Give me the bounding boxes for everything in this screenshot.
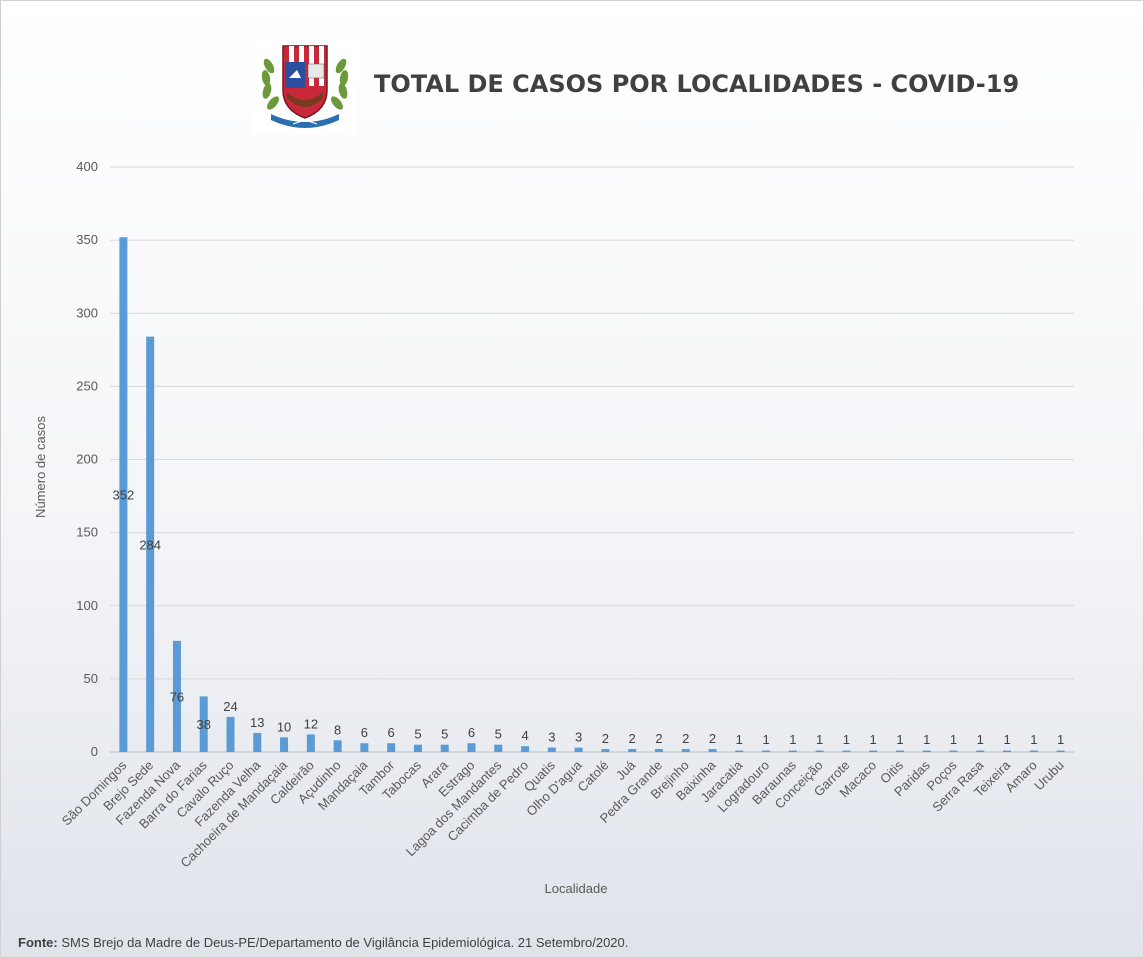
data-label: 1 [870,732,877,747]
bar [146,336,155,752]
data-label: 1 [896,732,903,747]
y-axis-ticks: 0 50 100 150 200 250 300 350 400 [76,159,98,759]
data-label: 1 [1003,732,1010,747]
data-label: 1 [1057,732,1064,747]
data-label: 2 [682,731,689,746]
data-label: 2 [629,731,636,746]
bar [681,749,690,752]
bar [574,747,583,752]
source-label: Fonte: [18,935,58,950]
grid-lines [110,166,1074,753]
data-label: 5 [495,727,502,742]
data-label: 2 [655,731,662,746]
bar [895,750,904,752]
data-label: 38 [196,717,210,732]
data-label: 6 [361,725,368,740]
bar [253,732,262,752]
y-tick-label: 350 [76,232,98,247]
x-tick-label: Catolé [574,758,611,795]
bar [333,740,342,752]
data-label: 6 [388,725,395,740]
bar [413,744,422,752]
data-label: 1 [950,732,957,747]
bar [467,743,476,752]
x-axis-label: Localidade [545,881,608,896]
data-label: 1 [1030,732,1037,747]
bar [922,750,931,752]
y-tick-label: 100 [76,598,98,613]
data-label: 5 [414,727,421,742]
data-label: 352 [113,488,135,503]
data-label: 76 [170,689,184,704]
x-tick-label: Urubu [1031,758,1067,794]
data-labels: 352 284 76 38 24 13 10 12 8 6 6 5 5 6 5 4 3 3 2 2 2 2 2 1 1 1 1 1 1 1… [113,488,1065,747]
bar [387,743,396,752]
municipal-coat-of-arms-logo [253,38,357,134]
y-tick-label: 150 [76,525,98,540]
bar [815,750,824,752]
data-label: 10 [277,719,291,734]
bar [628,749,637,752]
bars [119,237,1065,752]
source-text: SMS Brejo da Madre de Deus-PE/Departamen… [61,935,629,950]
bar [949,750,958,752]
bar [306,734,315,752]
bar [521,746,530,752]
data-label: 1 [762,732,769,747]
data-label: 3 [548,730,555,745]
bar [708,749,717,752]
bar [842,750,851,752]
data-label: 4 [521,728,528,743]
data-label: 2 [602,731,609,746]
bar [762,750,771,752]
source-footnote: Fonte: SMS Brejo da Madre de Deus-PE/Dep… [18,935,628,950]
bar [601,749,610,752]
bar [976,750,985,752]
bar [226,716,235,752]
data-label: 8 [334,722,341,737]
bar [735,750,744,752]
bar [199,696,208,752]
data-label: 1 [816,732,823,747]
bar [654,749,663,752]
bar [360,743,369,752]
data-label: 2 [709,731,716,746]
y-tick-label: 250 [76,378,98,393]
data-label: 1 [977,732,984,747]
y-tick-label: 300 [76,305,98,320]
y-tick-label: 400 [76,159,98,174]
data-label: 3 [575,730,582,745]
data-label: 6 [468,725,475,740]
bar [788,750,797,752]
bar [1029,750,1038,752]
bar [280,737,289,752]
data-label: 1 [736,732,743,747]
bar [119,237,128,752]
y-tick-label: 200 [76,452,98,467]
data-label: 12 [304,716,318,731]
bar [1003,750,1012,752]
data-label: 1 [789,732,796,747]
y-axis-label: Número de casos [33,416,48,518]
data-label: 1 [923,732,930,747]
data-label: 13 [250,715,264,730]
bar [172,640,181,752]
chart-title: TOTAL DE CASOS POR LOCALIDADES - COVID-1… [374,70,1020,98]
y-tick-label: 50 [84,671,98,686]
data-label: 24 [223,699,237,714]
data-label: 1 [843,732,850,747]
bar [440,744,449,752]
data-label: 284 [139,537,161,552]
data-label: 5 [441,727,448,742]
bar [547,747,556,752]
bar [494,744,503,752]
bar [869,750,878,752]
bar [1056,750,1065,752]
y-tick-label: 0 [91,744,98,759]
